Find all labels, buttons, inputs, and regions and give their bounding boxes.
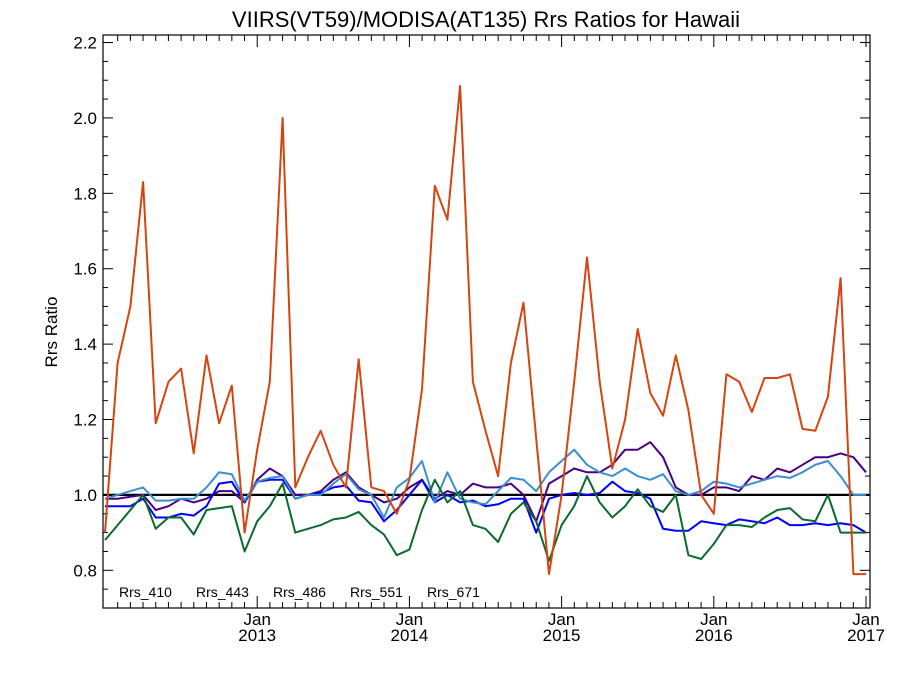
y-tick-label: 1.2 <box>73 411 97 430</box>
legend-label-rrs-410: Rrs_410 <box>119 584 172 600</box>
chart-title: VIIRS(VT59)/MODISA(AT135) Rrs Ratios for… <box>232 7 740 32</box>
legend-label-rrs-443: Rrs_443 <box>196 584 249 600</box>
y-tick-label: 0.8 <box>73 561 97 580</box>
plot-frame <box>102 34 871 609</box>
x-tick-label-month: Jan <box>548 610 575 629</box>
y-axis-label: Rrs Ratio <box>42 297 61 368</box>
x-tick-label-year: 2014 <box>390 626 428 645</box>
y-tick-label: 1.0 <box>73 486 97 505</box>
series-line-rrs-671 <box>104 84 866 576</box>
y-tick-label: 2.0 <box>73 109 97 128</box>
x-tick-label-month: Jan <box>852 610 879 629</box>
x-tick-label-month: Jan <box>396 610 423 629</box>
legend-label-rrs-551: Rrs_551 <box>350 584 403 600</box>
x-tick-label-month: Jan <box>700 610 727 629</box>
x-tick-label-month: Jan <box>243 610 270 629</box>
legend-label-rrs-671: Rrs_671 <box>427 584 480 600</box>
series-line-rrs-443 <box>105 478 867 534</box>
x-tick-label-year: 2015 <box>543 626 581 645</box>
y-tick-label: 1.8 <box>73 184 97 203</box>
legend-label-rrs-486: Rrs_486 <box>273 584 326 600</box>
series-line-rrs-410 <box>105 441 867 523</box>
x-tick-label-year: 2017 <box>847 626 885 645</box>
axes-group: 0.81.01.21.41.61.82.02.2Jan2013Jan2014Ja… <box>73 34 885 645</box>
x-tick-label-year: 2016 <box>695 626 733 645</box>
y-tick-label: 1.4 <box>73 335 97 354</box>
y-tick-label: 2.2 <box>73 34 97 53</box>
series-line-rrs-551 <box>104 475 866 562</box>
legend: Rrs_410 Rrs_443 Rrs_486 Rrs_551 Rrs_671 <box>119 584 480 600</box>
series-line-rrs-486 <box>104 448 866 519</box>
x-tick-label-year: 2013 <box>238 626 276 645</box>
y-tick-label: 1.6 <box>73 260 97 279</box>
series-group <box>104 84 867 576</box>
